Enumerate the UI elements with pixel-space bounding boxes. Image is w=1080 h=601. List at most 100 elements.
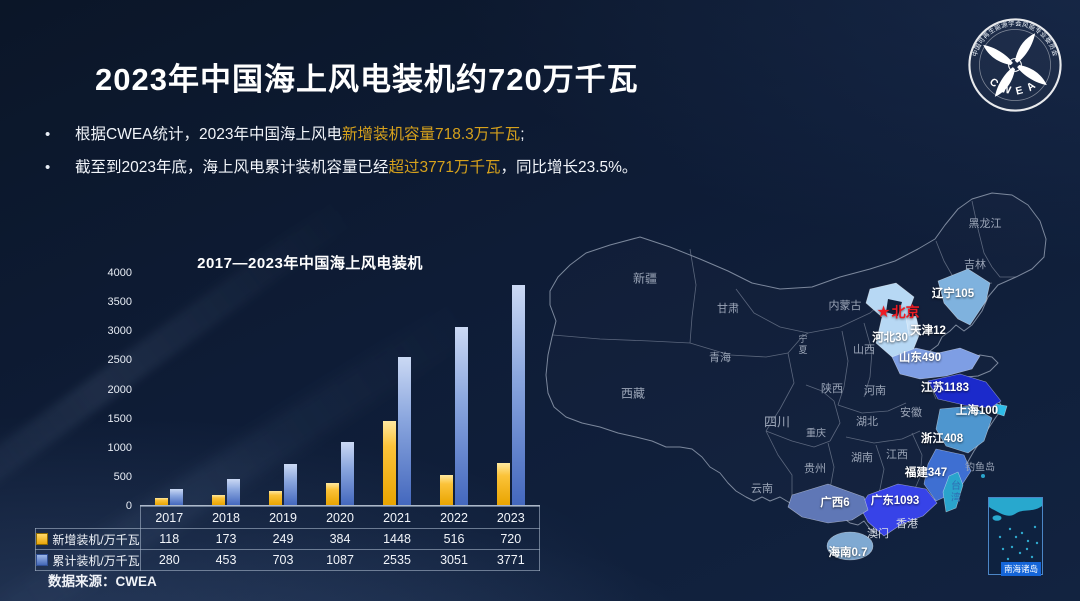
bullet-text: 根据CWEA统计，2023年中国海上风电新增装机容量718.3万千瓦;: [75, 124, 525, 146]
data-source-label: 数据来源：CWEA: [48, 574, 157, 589]
map-value-jiangsu: 江苏1183: [921, 382, 969, 394]
map-label-xianggang: 香港: [896, 518, 918, 530]
y-axis: 0 500 1000 1500 2000 2500 3000 3500 4000: [78, 267, 132, 512]
bar-cumulative-2017: [169, 488, 183, 505]
map-label-shanxi: 山西: [853, 344, 875, 356]
star-icon: ★: [876, 304, 891, 321]
legend-cumulative: 累计装机/万千瓦: [35, 549, 141, 571]
page-title: 2023年中国海上风电装机约720万千瓦: [95, 62, 639, 97]
map-value-hainan: 海南0.7: [828, 547, 868, 559]
value-cell-new: 516: [425, 528, 483, 550]
bar-chart-panel: 2017—2023年中国海上风电装机 0 500 1000 1500 2000 2500 3…: [30, 248, 545, 596]
logo-inner-ring: [979, 29, 1051, 101]
legend-new-label: 新增装机/万千瓦: [52, 532, 140, 547]
value-cell-new: 249: [254, 528, 312, 550]
province-shandong-shape: [891, 347, 981, 380]
year-cell: 2022: [425, 506, 483, 529]
map-label-jilin: 吉林: [964, 259, 986, 271]
map-value-tianjin: 天津12: [910, 325, 946, 337]
capital-beijing-marker: ★北京: [876, 302, 919, 322]
bullet-post: ，同比增长23.5%。: [500, 159, 638, 176]
y-tick-0: 0: [125, 500, 132, 512]
table-year-row: 2017 2018 2019 2020 2021 2022 2023: [36, 506, 540, 529]
value-cell-new: 1448: [368, 528, 426, 550]
bullet-list: • 根据CWEA统计，2023年中国海上风电新增装机容量718.3万千瓦; • …: [45, 124, 637, 190]
province-liaoning-shape: [937, 268, 991, 326]
cwea-logo: 中国可再生能源学会风能专业委员会 CWEA: [962, 12, 1068, 118]
value-cell-new: 720: [482, 528, 540, 550]
year-cell: 2021: [368, 506, 426, 529]
legend-cumulative-label: 累计装机/万千瓦: [52, 553, 140, 568]
inset-coast-shape: [989, 498, 1042, 516]
map-label-neimenggu: 内蒙古: [828, 300, 862, 312]
value-cell-new: 118: [140, 528, 198, 550]
map-value-hebei: 河北30: [872, 332, 908, 344]
china-map-svg: [545, 192, 1047, 575]
inset-label: 南海诸岛: [1001, 562, 1042, 576]
china-map: 黑龙江 吉林 新疆 甘肃 内蒙古 青海 山西 宁夏 西藏 陕西 河南 四川 湖北…: [540, 185, 1080, 601]
map-value-zhejiang: 浙江408: [920, 433, 964, 445]
bullet-highlight: 新增装机容量718.3万千瓦: [341, 126, 521, 143]
value-cell-new: 384: [311, 528, 369, 550]
map-label-gansu: 甘肃: [717, 303, 739, 315]
year-cell: 2020: [311, 506, 369, 529]
y-tick-4000: 4000: [107, 267, 132, 279]
value-cell-cumulative: 453: [197, 549, 255, 571]
map-label-hunan: 湖南: [851, 452, 873, 464]
value-cell-cumulative: 3051: [425, 549, 483, 571]
table-row-cumulative: 累计装机/万千瓦 280 453 703 1087 2535 3051 3771: [35, 549, 540, 571]
y-tick-2500: 2500: [107, 354, 132, 367]
bullet-post: ;: [520, 126, 525, 143]
bullet-dot: •: [45, 126, 51, 143]
chart-data-table: 2017 2018 2019 2020 2021 2022 2023 新增装机/…: [35, 506, 540, 571]
map-label-qinghai: 青海: [709, 352, 731, 364]
province-hainan-shape: [826, 531, 874, 561]
map-value-fujian: 福建347: [904, 467, 948, 479]
cwea-logo-emblem: 中国可再生能源学会风能专业委员会 CWEA: [968, 18, 1062, 112]
map-value-guangxi: 广西6: [820, 497, 850, 509]
map-label-anhui: 安徽: [900, 407, 922, 419]
bar-new-2022: [440, 474, 454, 505]
year-cell: 2017: [140, 506, 198, 529]
map-label-ningxia: 宁夏: [797, 334, 808, 356]
bullet-dot: •: [45, 159, 51, 176]
year-cell: 2019: [254, 506, 312, 529]
south-china-sea-inset: [988, 497, 1043, 575]
capital-label: 北京: [891, 304, 920, 320]
diaoyu-islands-dot: [981, 474, 985, 478]
map-label-diaoyudao: 钓鱼岛: [965, 462, 995, 474]
map-label-aomen: 澳门: [867, 528, 889, 540]
map-value-shanghai: 上海100: [955, 405, 999, 417]
bullet-highlight: 超过3771万千瓦: [388, 159, 501, 176]
highlighted-provinces: [787, 268, 1008, 561]
map-label-hubei: 湖北: [856, 416, 878, 428]
y-tick-1000: 1000: [107, 441, 132, 454]
bar-cumulative-2023: [512, 285, 526, 505]
bar-cumulative-2019: [283, 464, 297, 505]
map-label-heilongjiang: 黑龙江: [968, 218, 1002, 230]
map-label-xizang: 西藏: [620, 386, 646, 401]
map-label-guizhou: 贵州: [804, 463, 826, 475]
map-label-taiwan: 台湾: [948, 480, 960, 504]
map-label-sichuan: 四川: [763, 414, 791, 430]
map-label-yunnan: 云南: [751, 483, 773, 495]
table-row-new: 新增装机/万千瓦 118 173 249 384 1448 516 720: [35, 528, 540, 550]
map-value-guangdong: 广东1093: [870, 495, 920, 507]
value-cell-new: 173: [197, 528, 255, 550]
value-cell-cumulative: 3771: [482, 549, 540, 571]
map-value-shandong: 山东490: [898, 352, 942, 364]
bar-new-2018: [211, 494, 225, 505]
value-cell-cumulative: 280: [140, 549, 198, 571]
table-corner-cell: [36, 507, 141, 529]
bullet-item: • 截至到2023年底，海上风电累计装机容量已经超过3771万千瓦，同比增长23…: [45, 157, 637, 190]
map-label-xinjiang: 新疆: [632, 271, 658, 286]
year-cell: 2023: [482, 506, 540, 529]
legend-new-swatch-icon: [36, 532, 49, 545]
value-cell-cumulative: 1087: [311, 549, 369, 571]
province-jiangsu-shape: [927, 373, 1002, 409]
province-taiwan-shape: [942, 471, 964, 513]
province-beijing-shape: [886, 299, 902, 316]
year-cell: 2018: [197, 506, 255, 529]
map-label-henan: 河南: [864, 385, 886, 397]
y-tick-3500: 3500: [107, 296, 132, 309]
